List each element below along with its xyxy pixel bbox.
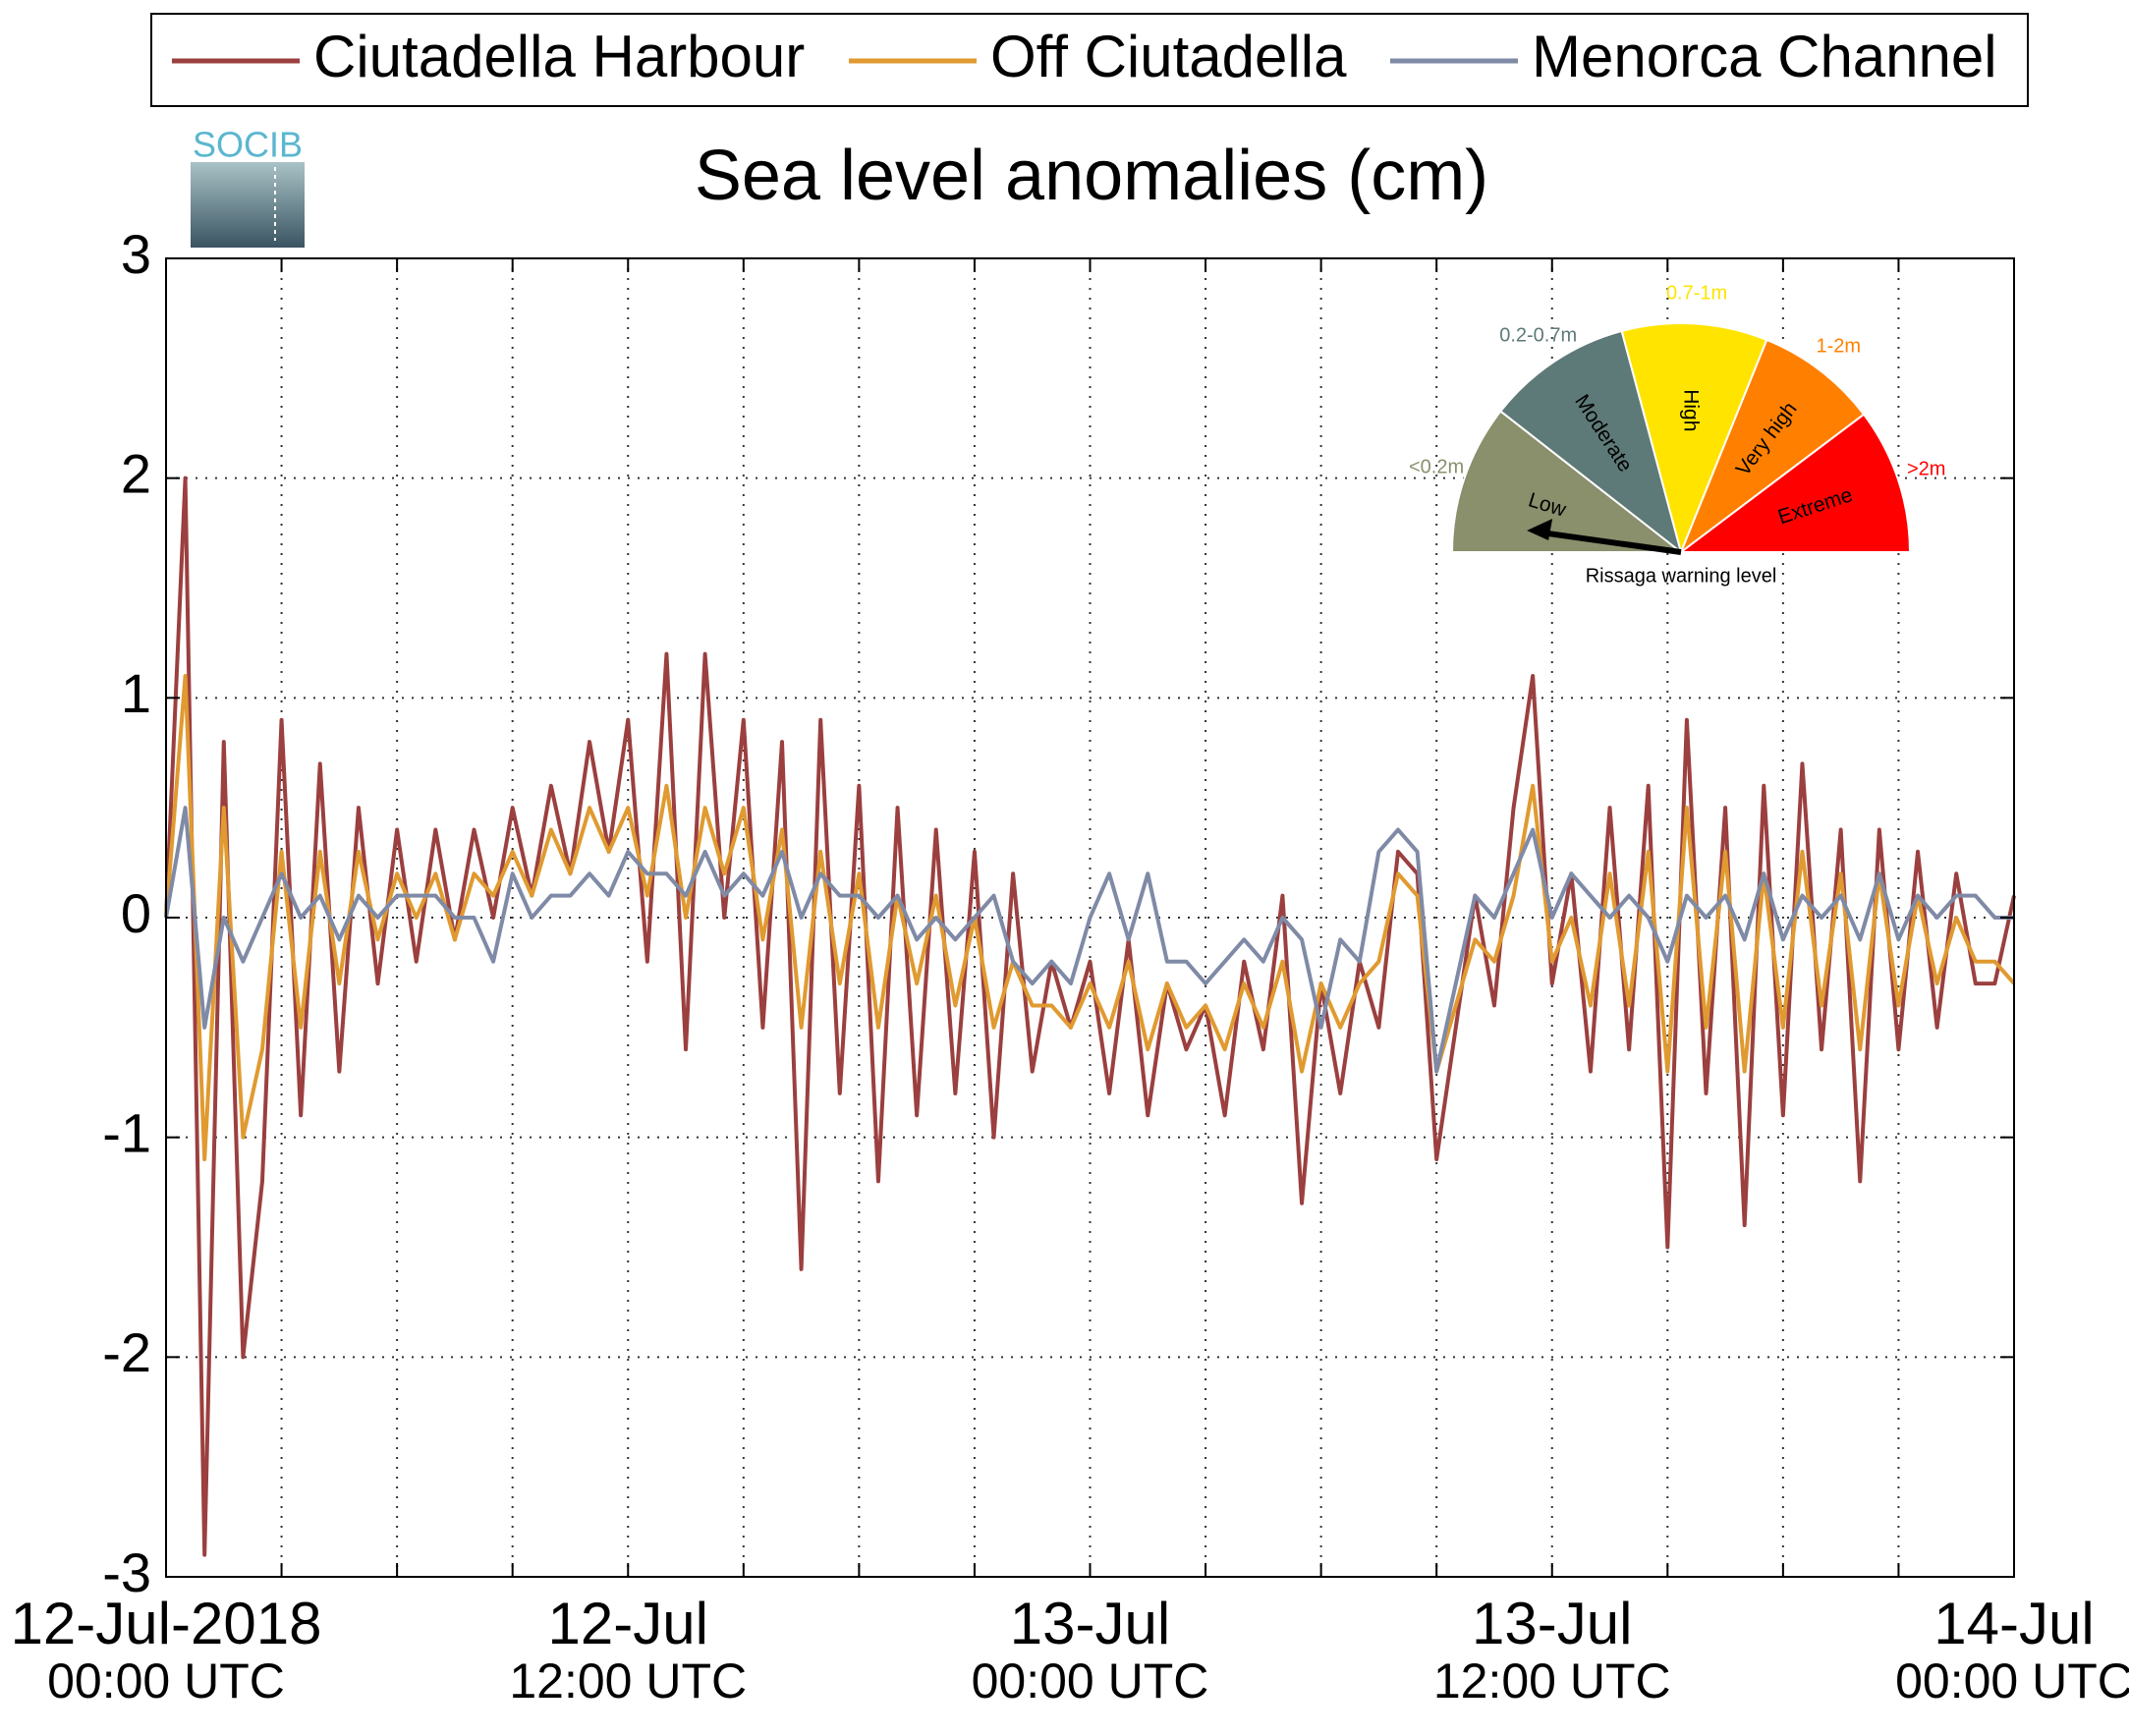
x-tick-label: 12:00 UTC (1433, 1653, 1671, 1708)
y-tick-label: 1 (121, 662, 151, 724)
chart-title: Sea level anomalies (cm) (695, 137, 1488, 215)
x-tick-label: 13-Jul (1010, 1591, 1170, 1656)
legend-label: Off Ciutadella (990, 24, 1347, 89)
gauge-range: <0.2m (1409, 457, 1464, 478)
x-tick-label: 12:00 UTC (509, 1653, 747, 1708)
series-line (164, 673, 2016, 1162)
gauge-range: 1-2m (1816, 335, 1861, 357)
gauge-needle-head (1527, 518, 1553, 540)
legend-label: Ciutadella Harbour (313, 24, 805, 89)
x-tick-label: 14-Jul (1933, 1591, 2094, 1656)
gauge-title: Rissaga warning level (1586, 565, 1777, 587)
x-tick-label: 12-Jul (548, 1591, 708, 1656)
x-tick-label: 13-Jul (1472, 1591, 1632, 1656)
x-tick-label: 00:00 UTC (47, 1653, 285, 1708)
y-tick-label: 3 (121, 223, 151, 285)
x-tick-label: 12-Jul-2018 (11, 1591, 322, 1656)
gauge-needle (1540, 529, 1682, 555)
logo: SOCIB (191, 125, 305, 248)
y-tick-label: 0 (121, 882, 151, 944)
gauge-range: >2m (1907, 459, 1945, 480)
x-tick-label: 00:00 UTC (1895, 1653, 2129, 1708)
y-tick-label: 2 (121, 442, 151, 504)
gauge-sector (1678, 338, 1866, 555)
y-tick-label: -2 (102, 1321, 151, 1383)
gauge-sector (1620, 322, 1768, 556)
y-tick-label: -1 (102, 1101, 151, 1163)
gauge-sector (1450, 410, 1684, 553)
gauge-range: 0.7-1m (1666, 282, 1727, 304)
legend-box (150, 13, 2029, 107)
gauge-sector (1678, 413, 1912, 553)
logo-text: SOCIB (193, 125, 303, 165)
series-line (164, 476, 2016, 1557)
x-tick-label: 00:00 UTC (972, 1653, 1209, 1708)
series-line (164, 806, 2014, 1074)
legend-label: Menorca Channel (1532, 24, 1997, 89)
y-tick-label: -3 (102, 1541, 151, 1603)
gauge-level-name: High (1679, 389, 1702, 431)
gauge-range: 0.2-0.7m (1499, 325, 1577, 347)
logo-image (191, 162, 305, 248)
